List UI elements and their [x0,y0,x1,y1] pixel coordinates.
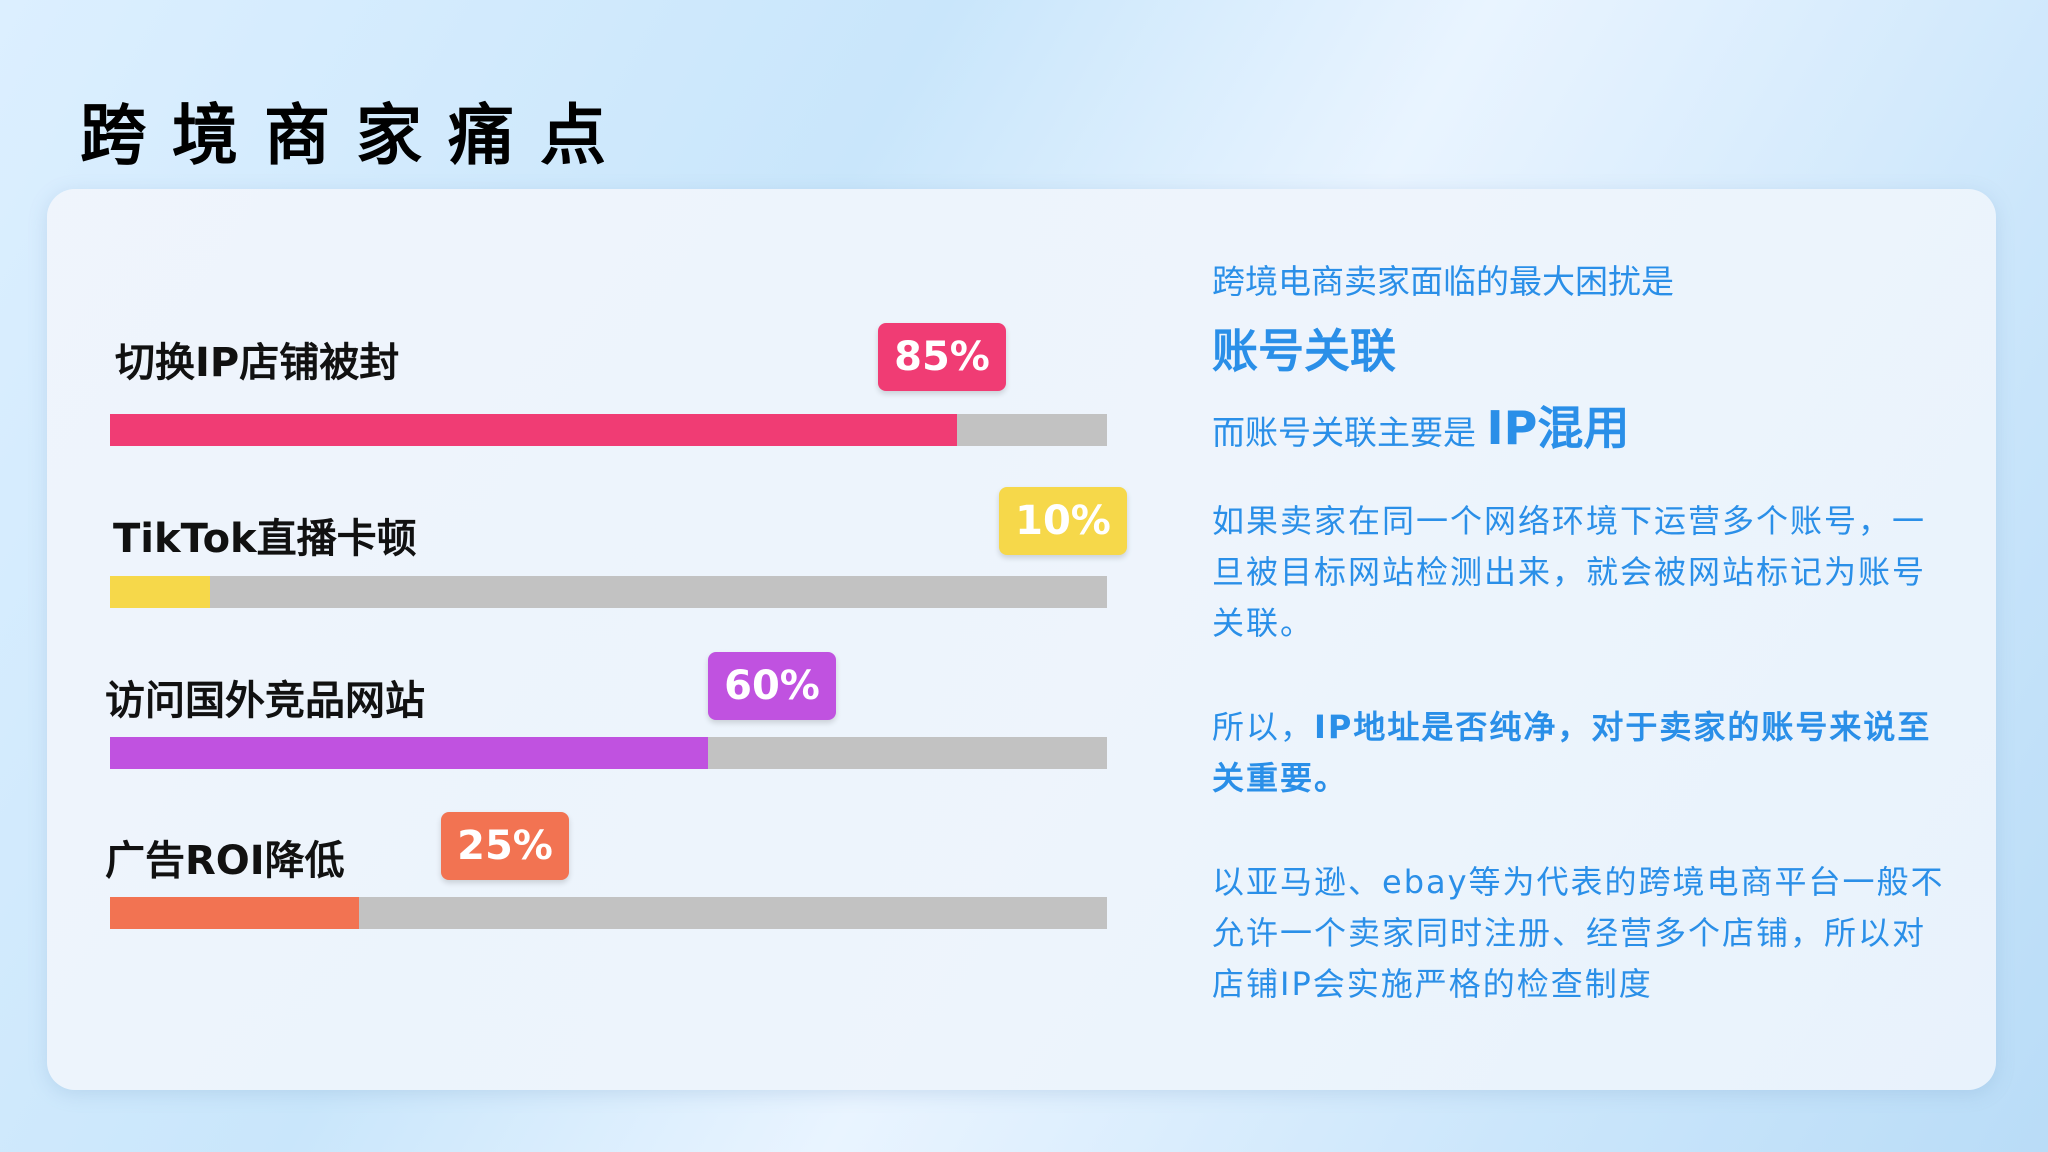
progress-track [110,897,1107,929]
paragraph-ip-clean-bold: IP地址是否纯净，对于卖家的账号来说至关重要。 [1212,708,1932,797]
paragraph-ip-clean: 所以，IP地址是否纯净，对于卖家的账号来说至关重要。 [1212,702,1952,804]
bar-label: 切换IP店铺被封 [115,340,400,386]
progress-fill [110,414,958,446]
ip-mix-highlight: IP混用 [1486,401,1630,455]
ip-mix-prefix: 而账号关联主要是 [1212,413,1487,452]
page-title: 跨境商家痛点 [80,97,632,174]
progress-track [110,414,1107,446]
progress-fill [110,737,709,769]
intro-text: 跨境电商卖家面临的最大困扰是 [1212,262,1674,301]
paragraph-network: 如果卖家在同一个网络环境下运营多个账号，一旦被目标网站检测出来，就会被网站标记为… [1212,502,1927,642]
ip-mix-line: 而账号关联主要是 IP混用 [1212,392,1629,458]
progress-track [110,576,1107,608]
percent-badge: 85% [878,323,1006,391]
content-card [47,189,1996,1090]
progress-fill [110,897,360,929]
paragraph-ip-clean-prefix: 所以， [1212,708,1315,746]
bar-label: TikTok直播卡顿 [113,516,417,562]
paragraph-platform: 以亚马逊、ebay等为代表的跨境电商平台一般不允许一个卖家同时注册、经营多个店铺… [1212,863,1945,1003]
progress-track [110,737,1107,769]
percent-badge: 60% [708,652,836,720]
bar-label: 访问国外竞品网站 [105,678,425,724]
highlight-account-link: 账号关联 [1212,324,1396,378]
percent-badge: 10% [999,487,1127,555]
bar-label: 广告ROI降低 [105,838,345,884]
progress-fill [110,576,210,608]
percent-badge: 25% [441,812,569,880]
